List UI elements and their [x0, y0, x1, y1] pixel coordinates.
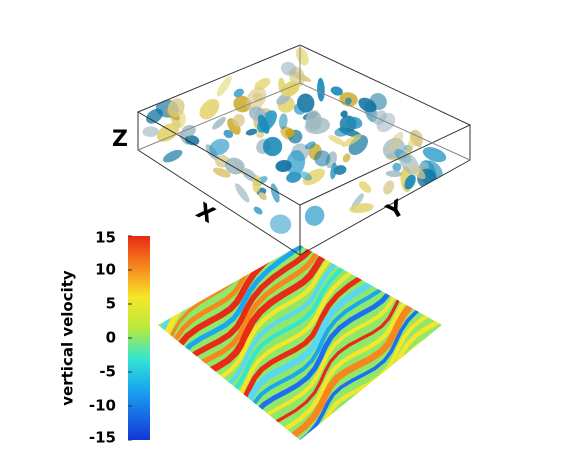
isosurface [233, 88, 244, 98]
colorbar-tick-label: 5 [106, 295, 116, 313]
velocity-stripe [401, 245, 442, 439]
isosurface [262, 136, 283, 157]
isosurface [410, 165, 426, 180]
velocity-stripe [485, 242, 572, 437]
isosurface [317, 77, 325, 102]
isosurface [328, 135, 345, 146]
isosurface [388, 131, 404, 153]
velocity-stripe [310, 245, 442, 440]
isosurface [246, 86, 267, 111]
velocity-stripe [158, 245, 285, 440]
z-axis-label: Z [112, 127, 128, 152]
box-frame [136, 44, 472, 256]
isosurface [345, 116, 363, 129]
isosurface [254, 77, 271, 91]
isosurface [253, 206, 263, 215]
isosurface [341, 134, 362, 148]
isosurface [163, 149, 183, 163]
velocity-stripe [277, 245, 442, 440]
colorbar-tick-label: -10 [89, 397, 116, 415]
isosurfaces [142, 47, 447, 234]
isosurface [305, 110, 322, 132]
colorbar-tick-label: -5 [99, 363, 116, 381]
isosurface [422, 147, 447, 163]
isosurface [349, 203, 374, 214]
isosurface [278, 113, 288, 130]
isosurface [156, 123, 180, 142]
isosurface [269, 214, 292, 234]
isosurface [330, 162, 337, 180]
isosurface [257, 114, 270, 134]
isosurface [342, 153, 351, 163]
isosurface [358, 97, 377, 113]
isosurface [334, 127, 349, 137]
isosurface [358, 181, 372, 193]
isosurface [167, 98, 185, 118]
velocity-stripe [437, 245, 442, 440]
colorbar-tick-label: 15 [95, 229, 116, 247]
isosurface [293, 103, 306, 115]
colorbar-label: vertical velocity [59, 270, 77, 406]
isosurface [212, 167, 231, 178]
colorbar [128, 236, 150, 440]
isosurface [216, 75, 232, 97]
velocity-stripe [296, 245, 442, 440]
y-axis-label: Y [382, 195, 410, 226]
isosurface [345, 97, 352, 105]
isosurface [340, 110, 348, 118]
isosurface [330, 86, 343, 96]
isosurface [299, 171, 312, 181]
isosurface [383, 180, 395, 195]
isosurface [245, 128, 258, 136]
isosurface [199, 98, 220, 120]
velocity-stripe [421, 245, 442, 440]
x-axis-label: X [192, 198, 219, 228]
isosurface [232, 114, 245, 128]
isosurface [314, 150, 331, 167]
isosurface [404, 174, 416, 190]
isosurface [302, 168, 326, 186]
colorbar-tick-label: 0 [106, 329, 116, 347]
isosurface [275, 160, 292, 172]
isosurface [286, 150, 306, 176]
isosurface [212, 116, 226, 130]
colorbar-tick-label: 10 [95, 261, 116, 279]
colorbar-tick-label: -15 [89, 429, 116, 447]
velocity-stripe [264, 245, 442, 440]
isosurface [406, 134, 416, 156]
isosurface [185, 135, 200, 146]
velocity-stripe [409, 245, 442, 440]
velocity-stripe [158, 245, 301, 440]
isosurface [142, 126, 159, 138]
velocity-stripe [456, 237, 572, 442]
velocity-stripe [158, 245, 318, 440]
isosurface [280, 61, 297, 76]
isosurface [223, 129, 234, 139]
isosurface [285, 128, 295, 138]
velocity-slice [158, 236, 572, 442]
isosurface [252, 175, 262, 193]
isosurface [209, 138, 230, 156]
isosurface [295, 47, 309, 66]
isosurface [304, 205, 325, 226]
velocity-stripe [477, 238, 572, 436]
isosurface [258, 192, 267, 201]
isosurface [286, 81, 298, 96]
isosurface [385, 170, 403, 177]
velocity-stripe [469, 236, 572, 439]
velocity-stripe [158, 245, 310, 439]
isosurface [270, 183, 280, 203]
isosurface [392, 162, 402, 172]
isosurface [235, 183, 250, 203]
isosurface [304, 141, 316, 150]
